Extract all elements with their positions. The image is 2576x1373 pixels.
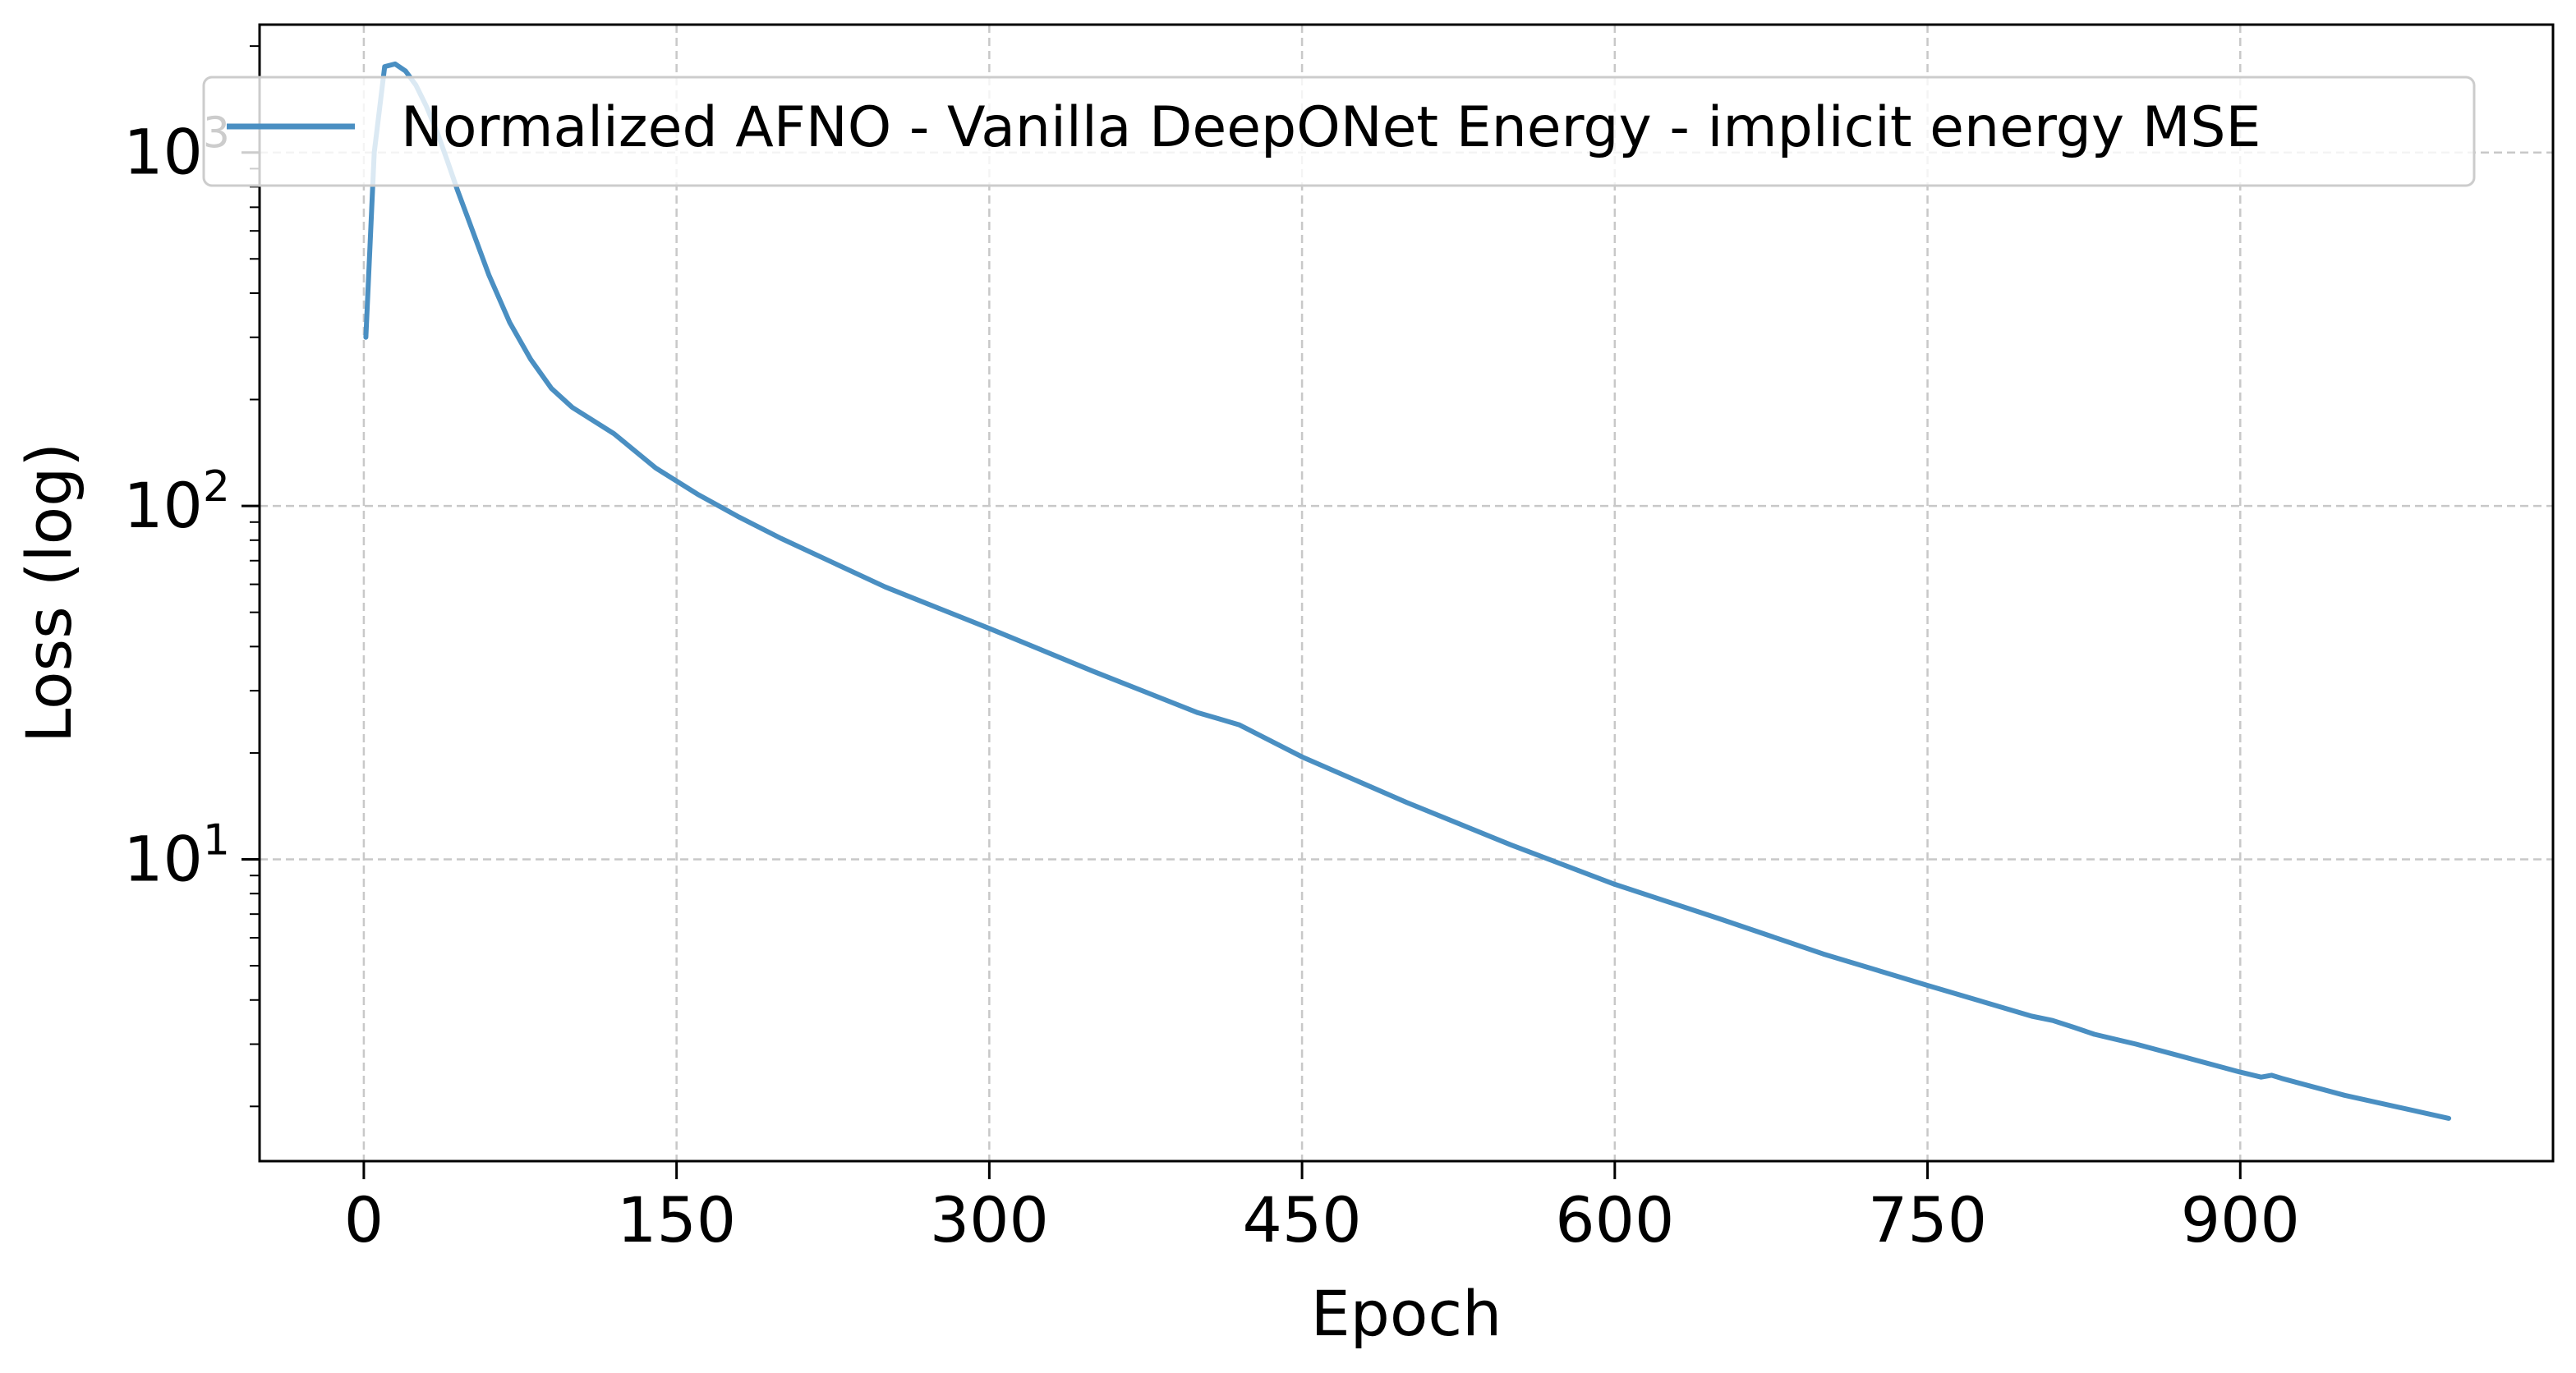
x-tick-label: 900 <box>2181 1183 2300 1256</box>
x-tick-label: 150 <box>617 1183 736 1256</box>
legend-box <box>202 76 2476 187</box>
x-tick-label: 600 <box>1555 1183 1674 1256</box>
y-tick-label: 102 <box>123 462 230 542</box>
x-tick-labels: 0 150 300 450 600 750 900 <box>344 1183 2300 1256</box>
x-tick-label: 450 <box>1243 1183 1362 1256</box>
plot-frame <box>258 23 2555 1163</box>
minor-ticks <box>250 45 260 1108</box>
x-axis-label: Epoch <box>1311 1277 1502 1350</box>
x-tick-label: 750 <box>1868 1183 1987 1256</box>
y-tick-label: 101 <box>123 815 230 895</box>
legend-entry-label: Normalized AFNO - Vanilla DeepONet Energ… <box>401 95 2261 160</box>
x-tick-label: 300 <box>930 1183 1049 1256</box>
y-axis-label: Loss (log) <box>12 443 85 743</box>
x-tick-label: 0 <box>344 1183 384 1256</box>
legend: Normalized AFNO - Vanilla DeepONet Energ… <box>202 76 2476 187</box>
